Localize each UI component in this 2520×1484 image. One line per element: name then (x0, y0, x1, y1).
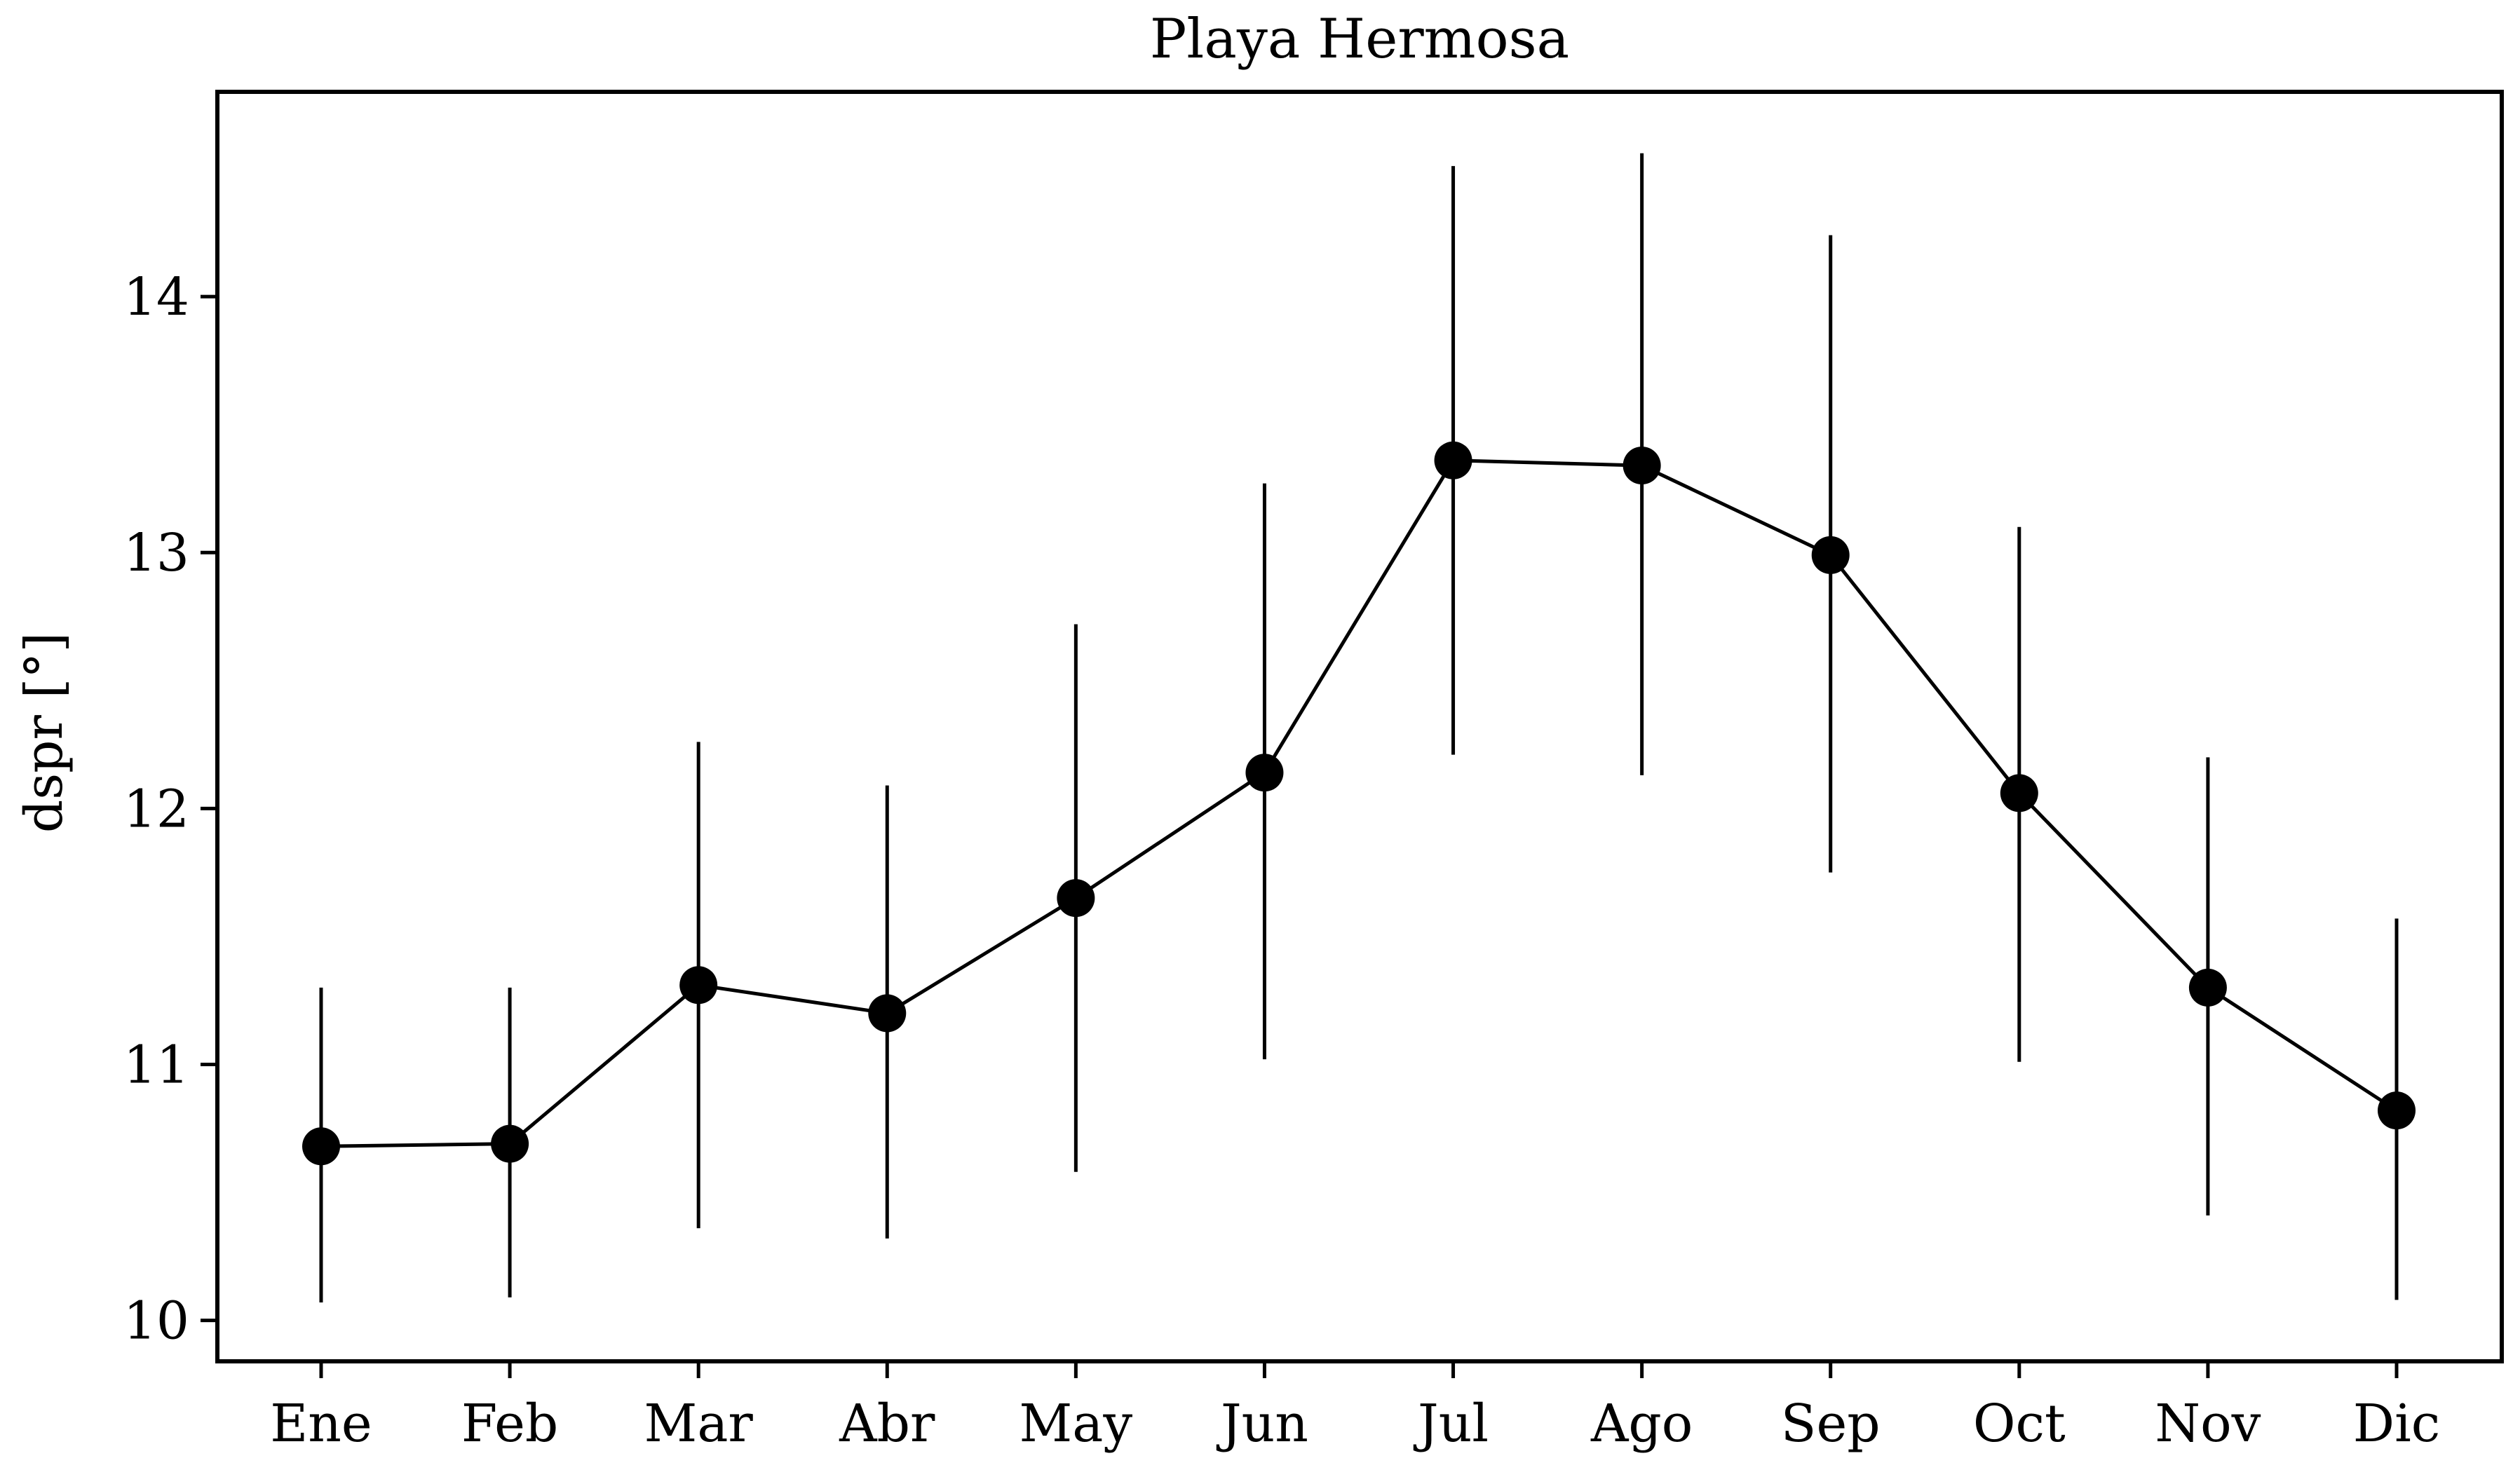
data-point (679, 966, 718, 1005)
data-point (1434, 441, 1472, 479)
y-tick-label: 12 (123, 779, 189, 839)
y-tick-label: 14 (123, 267, 189, 327)
series-line (320, 458, 2398, 1148)
x-tick-label: Jun (1216, 1394, 1308, 1454)
data-point (1057, 879, 1095, 918)
x-tick-label: Jul (1413, 1394, 1489, 1454)
y-tick-label: 11 (123, 1035, 189, 1095)
data-point (868, 994, 907, 1033)
x-tick-label: Nov (2155, 1394, 2261, 1454)
y-tick-label: 13 (123, 523, 189, 583)
x-tick-label: Abr (839, 1394, 935, 1454)
x-tick-label: Oct (1973, 1394, 2066, 1454)
data-point (491, 1124, 529, 1163)
data-point (2188, 968, 2227, 1007)
x-tick-label: Dic (2353, 1394, 2440, 1454)
y-tick-label: 10 (123, 1291, 189, 1352)
data-point (302, 1127, 340, 1166)
x-tick-label: Ago (1590, 1394, 1693, 1454)
plot-area: 10 11 12 13 14 Ene Feb Mar Abr May Jun Jul Ago Sep Oct… (123, 153, 2440, 1454)
x-tick-label: Ene (270, 1394, 372, 1454)
data-point (1623, 447, 1661, 485)
chart-title: Playa Hermosa (1150, 8, 1569, 71)
data-point (2378, 1091, 2416, 1130)
x-tick-label: Feb (461, 1394, 558, 1454)
data-point (2000, 774, 2038, 812)
x-tick-label: Mar (644, 1394, 754, 1454)
x-tick-label: Sep (1781, 1394, 1881, 1454)
data-point (1811, 536, 1850, 574)
x-tick-label: May (1019, 1394, 1133, 1454)
plot-frame (215, 90, 2504, 1363)
data-point (1245, 754, 1284, 792)
y-axis-label: dspr [°] (14, 632, 74, 833)
